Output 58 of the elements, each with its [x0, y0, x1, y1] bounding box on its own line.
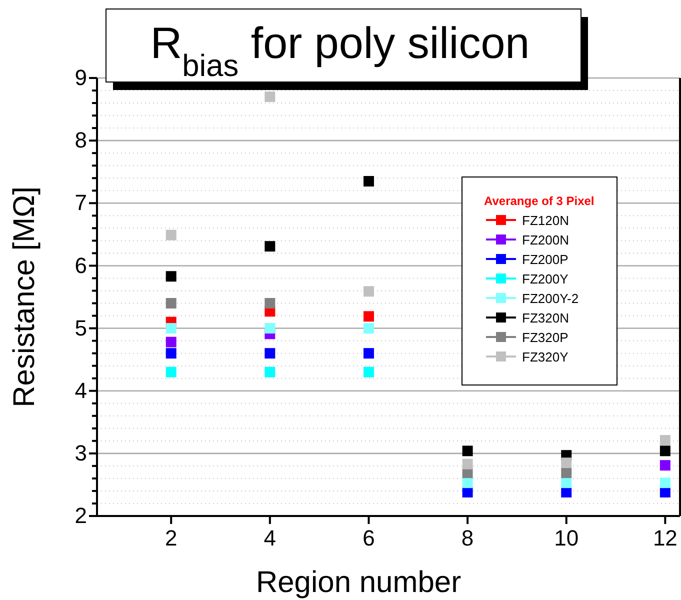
point — [166, 366, 176, 378]
point — [166, 298, 176, 308]
point — [462, 478, 473, 488]
legend-label: FZ200Y-2 — [522, 291, 579, 306]
point — [264, 366, 276, 378]
point — [264, 92, 276, 102]
x-tick-label: 12 — [652, 526, 678, 551]
y-tick-label: 6 — [74, 252, 87, 278]
x-tick-label: 2 — [164, 526, 178, 551]
point — [166, 271, 176, 282]
point — [363, 323, 374, 334]
point — [462, 486, 473, 498]
point — [166, 336, 176, 348]
x-tick-label: 10 — [554, 526, 579, 551]
y-tick-label: 9 — [74, 65, 87, 90]
point — [561, 468, 572, 478]
point — [462, 446, 473, 456]
point — [363, 286, 374, 297]
legend-label: FZ200P — [522, 252, 568, 267]
point — [660, 478, 670, 488]
point — [166, 323, 176, 334]
y-tick-label: 4 — [74, 378, 87, 403]
legend-label: FZ320Y — [522, 350, 569, 364]
y-axis-title: Resistance [MΩ] — [8, 186, 41, 408]
point — [264, 323, 276, 334]
point — [363, 176, 374, 186]
point — [660, 446, 670, 456]
y-tick-label: 2 — [74, 503, 87, 528]
point — [561, 458, 572, 468]
legend-label: FZ320N — [522, 310, 569, 326]
x-axis-title: Region number — [256, 566, 462, 599]
point — [166, 348, 176, 359]
y-tick-label: 8 — [74, 128, 87, 153]
legend-title: Averange of 3 Pixel — [484, 194, 594, 208]
x-tick-label: 4 — [264, 526, 276, 551]
chart-title: R$_{bias}$ for poly silicon — [150, 19, 530, 82]
legend-label: FZ320P — [522, 330, 568, 345]
point — [363, 366, 374, 378]
point — [561, 486, 572, 498]
y-tick-label: 3 — [74, 440, 87, 466]
point — [363, 348, 374, 359]
x-tick-label: 6 — [362, 526, 375, 551]
point — [264, 241, 276, 252]
y-tick-label: 5 — [74, 315, 87, 340]
x-tick-label: 8 — [461, 526, 474, 551]
point — [561, 478, 572, 488]
point — [166, 230, 176, 240]
point — [363, 311, 374, 322]
point — [264, 298, 276, 308]
point — [462, 458, 473, 470]
point — [660, 435, 670, 446]
point — [660, 486, 670, 498]
legend-label: FZ120N — [522, 213, 569, 228]
legend-label: FZ200Y — [522, 272, 569, 286]
legend-label: FZ200N — [522, 232, 569, 248]
y-tick-label: 7 — [74, 190, 87, 216]
point — [660, 460, 670, 471]
point — [264, 348, 276, 359]
